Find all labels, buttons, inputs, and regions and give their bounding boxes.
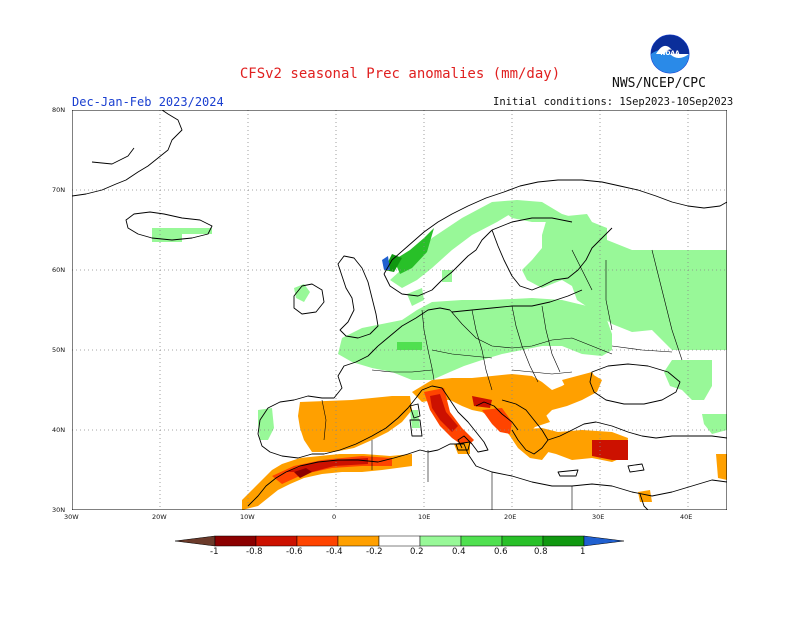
- colorbar-label-m04: -0.4: [326, 547, 343, 557]
- lon-label-10e: 10E: [418, 513, 431, 521]
- colorbar-label-m1: -1: [210, 547, 219, 557]
- season-label: Dec-Jan-Feb 2023/2024: [72, 95, 224, 109]
- lat-label-70n: 70N: [52, 186, 66, 194]
- colorbar-label-p08: 0.8: [534, 547, 548, 557]
- positive-anomaly-regions: [152, 200, 727, 440]
- colorbar-label-m02: -0.2: [366, 547, 383, 557]
- colorbar-label-p04: 0.4: [452, 547, 466, 557]
- graticule: [72, 110, 727, 510]
- lat-label-30n: 30N: [52, 506, 66, 514]
- colorbar-label-m08: -0.8: [246, 547, 263, 557]
- swatch-m08-m06: [255, 535, 298, 547]
- initial-conditions-label: Initial conditions: 1Sep2023-10Sep2023: [493, 96, 734, 108]
- lon-label-20w: 20W: [152, 513, 167, 521]
- lon-label-30e: 30E: [592, 513, 605, 521]
- swatch-above-p1: [583, 535, 625, 547]
- map-title: CFSv2 seasonal Prec anomalies (mm/day): [239, 66, 561, 82]
- lon-label-0: 0: [332, 513, 337, 521]
- swatch-p06-p08: [501, 535, 544, 547]
- swatch-m1-m08: [214, 535, 257, 547]
- lat-label-80n: 80N: [52, 106, 66, 114]
- lon-label-40e: 40E: [680, 513, 693, 521]
- coastlines: [72, 110, 727, 510]
- swatch-p02-p04: [419, 535, 462, 547]
- swatch-p04-p06: [460, 535, 503, 547]
- colorbar-label-p02: 0.2: [410, 547, 424, 557]
- swatch-m06-m04: [296, 535, 339, 547]
- noaa-logo-icon: NOAA: [650, 34, 690, 74]
- negative-anomaly-regions: [242, 372, 727, 510]
- lon-label-20e: 20E: [504, 513, 517, 521]
- swatch-below-m1: [174, 535, 216, 547]
- noaa-logo-text: NOAA: [660, 50, 680, 57]
- swatch-m02-p02: [378, 535, 421, 547]
- swatch-p08-p1: [542, 535, 585, 547]
- colorbar: [174, 535, 625, 547]
- colorbar-label-p1: 1: [580, 547, 586, 557]
- anomaly-map: [72, 110, 727, 510]
- lat-label-40n: 40N: [52, 426, 66, 434]
- agency-label: NWS/NCEP/CPC: [612, 76, 706, 91]
- colorbar-label-p06: 0.6: [494, 547, 508, 557]
- lon-label-30w: 30W: [64, 513, 79, 521]
- lat-label-60n: 60N: [52, 266, 66, 274]
- swatch-m04-m02: [337, 535, 380, 547]
- country-borders: [321, 249, 683, 510]
- lon-label-10w: 10W: [240, 513, 255, 521]
- colorbar-label-m06: -0.6: [286, 547, 303, 557]
- lat-label-50n: 50N: [52, 346, 66, 354]
